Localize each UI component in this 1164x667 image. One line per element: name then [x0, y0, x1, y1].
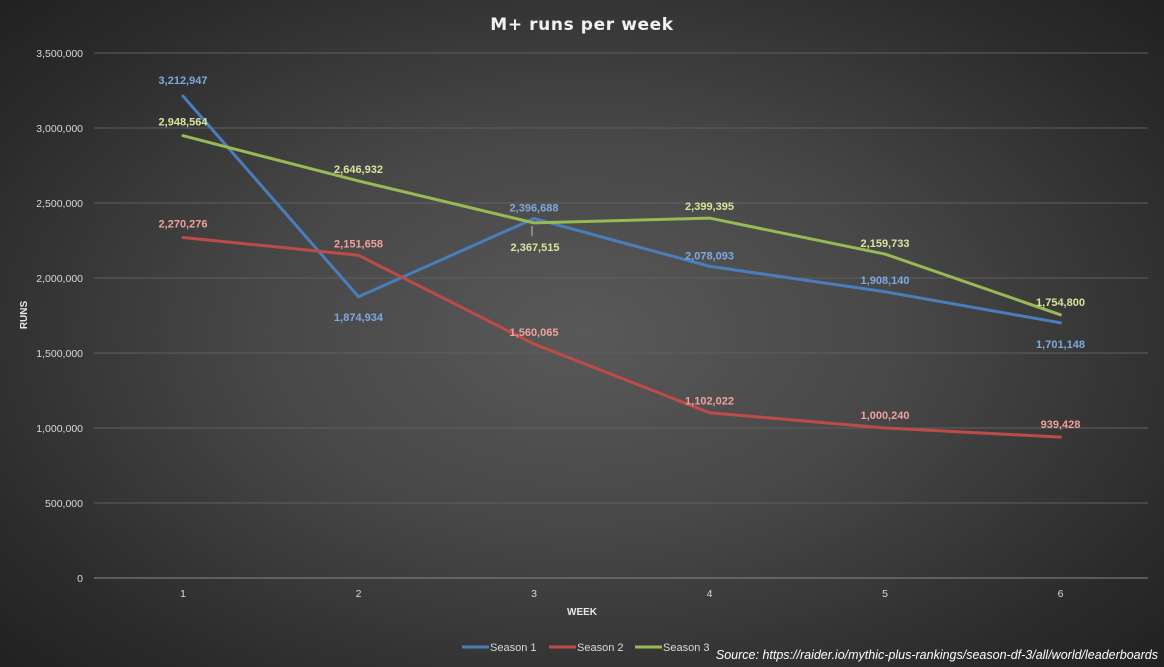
data-label-season-1: 1,874,934 [334, 312, 384, 324]
data-label-season-3: 2,948,564 [159, 117, 209, 129]
data-label-season-2: 2,151,658 [334, 238, 383, 250]
x-axis-title: WEEK [567, 607, 598, 618]
gridlines [94, 52, 1148, 504]
y-tick-label: 1,500,000 [36, 348, 83, 360]
legend-label-season-1: Season 1 [490, 642, 536, 654]
data-label-season-2: 1,102,022 [685, 396, 734, 408]
data-label-season-2: 1,560,065 [510, 327, 559, 339]
data-label-season-1: 3,212,947 [159, 75, 208, 87]
series-line-season-2 [181, 235, 1062, 439]
legend-label-season-2: Season 2 [577, 642, 623, 654]
y-tick-label: 0 [77, 573, 83, 585]
data-label-season-3: 1,754,800 [1036, 297, 1085, 309]
x-tick-label: 4 [707, 588, 713, 600]
x-tick-label: 1 [180, 588, 186, 600]
y-tick-label: 1,000,000 [36, 423, 83, 435]
series-line-season-1 [181, 94, 1062, 325]
y-axis-title: RUNS [19, 301, 30, 330]
data-label-season-2: 939,428 [1041, 419, 1081, 431]
data-label-season-1: 2,078,093 [685, 250, 734, 262]
axes: 0 500,000 1,000,000 1,500,000 2,000,000 2,500… [36, 48, 1148, 600]
y-tick-label: 2,000,000 [36, 273, 83, 285]
x-tick-label: 5 [882, 588, 888, 600]
y-tick-label: 3,000,000 [36, 123, 83, 135]
source-note: Source: https://raider.io/mythic-plus-ra… [716, 648, 1158, 662]
y-tick-label: 2,500,000 [36, 198, 83, 210]
series-lines [181, 94, 1062, 439]
x-tick-label: 2 [356, 588, 362, 600]
data-label-season-1: 2,396,688 [510, 202, 559, 214]
legend: Season 1 Season 2 Season 3 [462, 642, 709, 654]
data-label-season-3: 2,646,932 [334, 164, 383, 176]
data-label-season-3: 2,159,733 [861, 238, 910, 250]
data-label-season-2: 1,000,240 [861, 410, 910, 422]
chart-title: M+ runs per week [490, 15, 673, 35]
y-tick-label: 500,000 [45, 498, 83, 510]
data-label-season-1: 1,701,148 [1036, 339, 1085, 351]
data-labels: 3,212,947 1,874,934 2,396,688 2,078,093 1,90… [159, 75, 1085, 431]
data-label-season-1: 1,908,140 [861, 275, 910, 287]
data-label-season-2: 2,270,276 [159, 218, 208, 230]
x-tick-label: 6 [1058, 588, 1064, 600]
data-label-season-3: 2,399,395 [685, 201, 734, 213]
y-tick-label: 3,500,000 [36, 48, 83, 60]
data-label-season-3: 2,367,515 [511, 242, 560, 254]
x-tick-label: 3 [531, 588, 537, 600]
series-line-season-3 [181, 134, 1062, 317]
legend-label-season-3: Season 3 [663, 642, 709, 654]
